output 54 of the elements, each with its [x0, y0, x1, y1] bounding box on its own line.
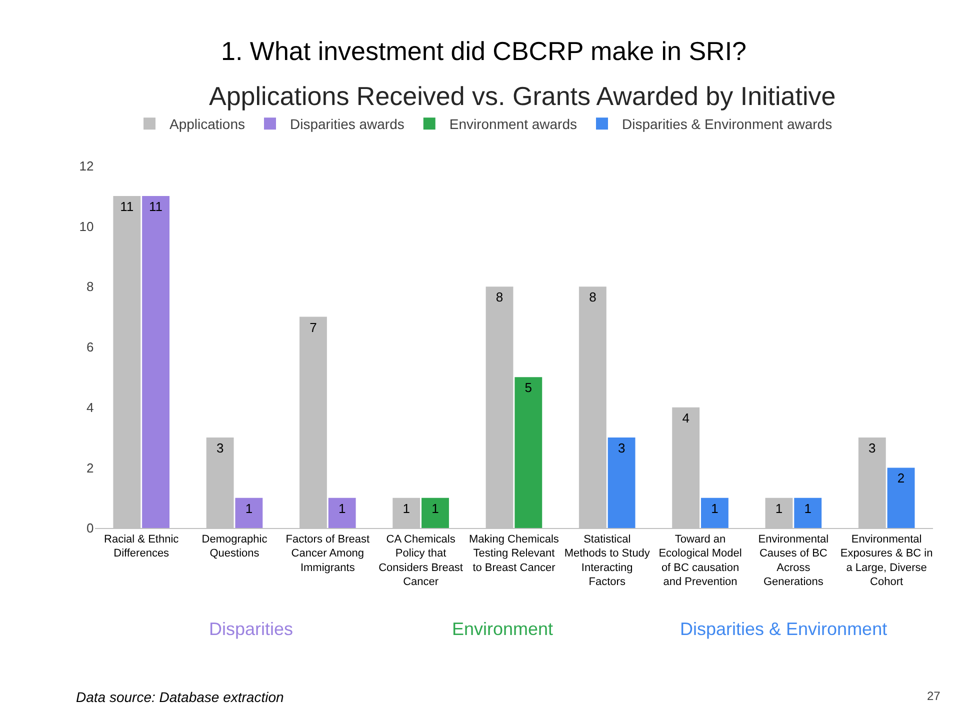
bar — [608, 438, 636, 528]
y-tick-label: 12 — [79, 158, 94, 174]
legend-label: Applications — [170, 116, 245, 132]
legend-label: Disparities & Environment awards — [622, 116, 832, 132]
y-tick-label: 0 — [86, 520, 94, 536]
bar — [422, 498, 449, 528]
bar — [328, 498, 356, 528]
data-label: 8 — [589, 290, 596, 305]
x-tick-label: Factors of Breast Cancer Among Immigrants — [286, 533, 370, 574]
legend-label: Disparities awards — [290, 116, 404, 132]
data-label: 1 — [711, 500, 718, 516]
y-tick-label: 6 — [86, 340, 94, 355]
x-tick-label: Making Chemicals Testing Relevant to Breast Cancer — [469, 533, 560, 574]
y-tick-label: 4 — [86, 400, 94, 415]
y-tick-label: 8 — [86, 279, 94, 294]
chart-title: 1. What investment did CBCRP make in SRI? — [221, 36, 747, 66]
data-label: 7 — [310, 320, 317, 335]
data-label: 1 — [338, 500, 346, 516]
data-label: 2 — [897, 470, 905, 486]
text: Disparities & Environment — [680, 619, 888, 639]
data-label: 3 — [216, 440, 224, 456]
y-tick-label: 10 — [79, 218, 94, 234]
x-tick-label: Environmental Exposures & BC in a Large, Diverse Cohort — [840, 533, 933, 588]
data-label: 1 — [775, 500, 783, 516]
x-tick-label: Statistical Methods to Study Interacting Factors — [564, 533, 650, 588]
data-label: 8 — [496, 290, 504, 305]
x-tick-label: Toward an Ecological Model of BC causation and Prevention — [658, 533, 742, 588]
bar — [142, 196, 170, 528]
bar — [235, 498, 263, 528]
data-label: 1 — [432, 500, 439, 516]
bar — [794, 498, 822, 528]
text: 27 — [927, 689, 941, 703]
data-label: 3 — [868, 440, 876, 456]
x-tick-label: Demographic Questions — [202, 533, 268, 560]
data-label: 1 — [245, 500, 253, 516]
y-tick-label: 2 — [86, 460, 94, 476]
data-label: 5 — [524, 380, 532, 396]
bar — [514, 377, 542, 528]
chart-subtitle: Applications Received vs. Grants Awarded by Initiative — [209, 81, 836, 111]
data-label: 1 — [402, 500, 410, 516]
bar — [700, 498, 728, 528]
data-label: 3 — [618, 440, 626, 456]
source-note: Data source: Database extraction — [76, 689, 284, 705]
bar — [887, 468, 915, 528]
x-tick-label: CA Chemicals Policy that Considers Breast Cancer — [378, 533, 463, 588]
legend-label: Environment awards — [449, 116, 577, 132]
data-label: 4 — [682, 410, 690, 426]
x-tick-label: Environmental Causes of BC Across Generations — [758, 533, 829, 588]
x-tick-label: Racial & Ethnic Differences — [104, 533, 180, 560]
text: Environment — [452, 619, 554, 639]
data-label: 1 — [804, 500, 812, 516]
data-label: 11 — [120, 199, 134, 214]
text: Disparities — [209, 619, 294, 639]
data-label: 11 — [149, 199, 163, 214]
